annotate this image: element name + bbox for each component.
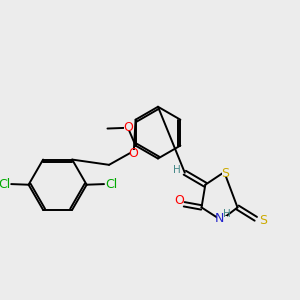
Text: Cl: Cl: [0, 178, 11, 190]
Bar: [130, 150, 138, 156]
Text: O: O: [123, 122, 133, 134]
Text: S: S: [259, 214, 267, 226]
Text: Cl: Cl: [105, 178, 117, 190]
Text: H: H: [173, 165, 181, 175]
Bar: [124, 125, 132, 131]
Bar: [217, 216, 227, 222]
Text: N: N: [215, 212, 224, 225]
Text: H: H: [223, 209, 230, 219]
Bar: [222, 170, 230, 176]
Text: O: O: [129, 147, 139, 160]
Text: O: O: [174, 194, 184, 207]
Text: S: S: [221, 167, 230, 180]
